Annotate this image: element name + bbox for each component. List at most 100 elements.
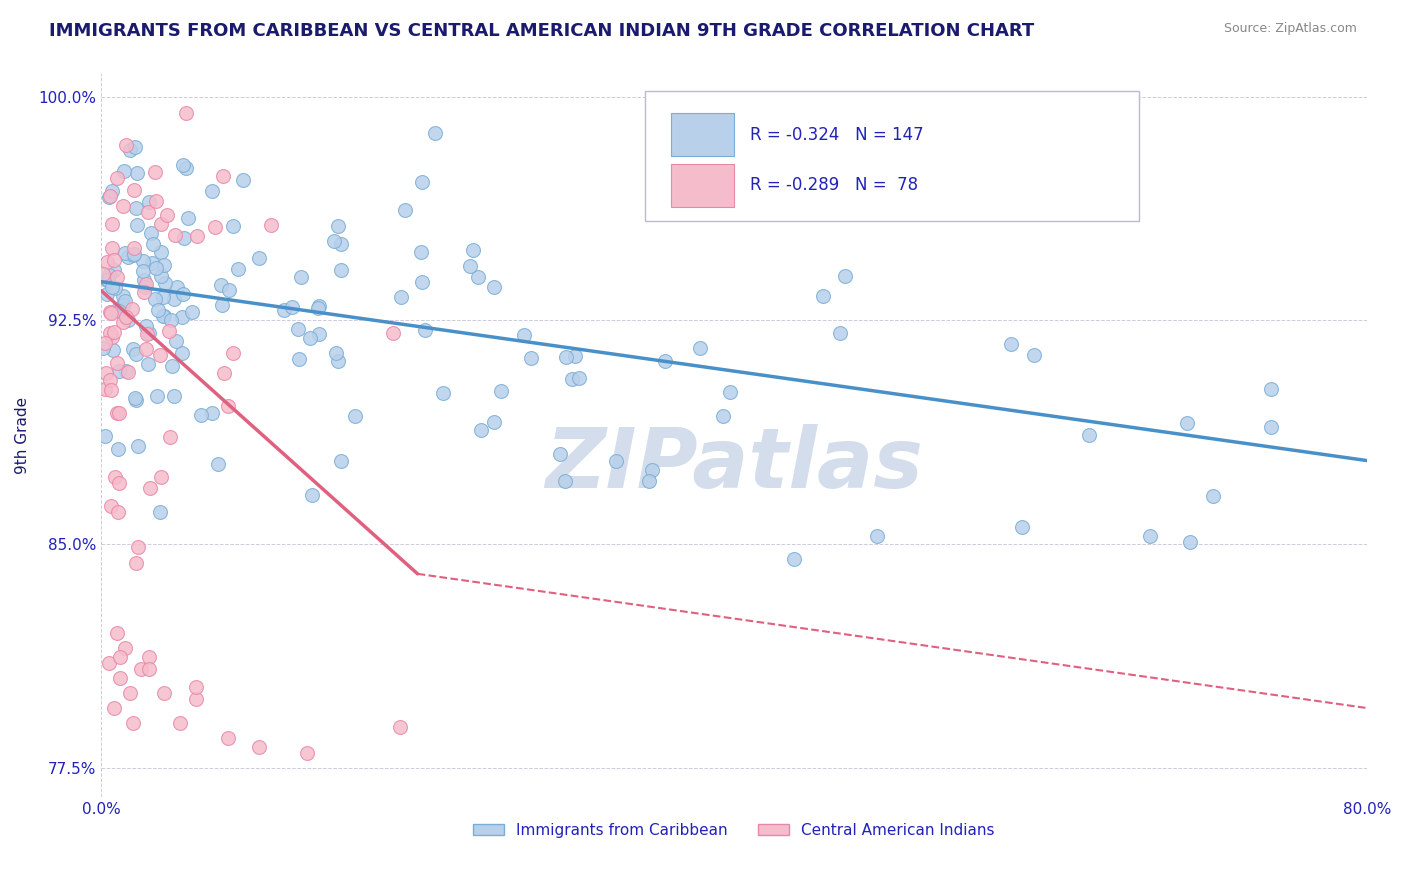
Point <box>1260 420 1282 434</box>
Point <box>163 389 186 403</box>
Point <box>232 173 254 187</box>
Point <box>125 347 148 361</box>
Point <box>136 357 159 371</box>
Point <box>181 305 204 319</box>
Point <box>135 342 157 356</box>
Point <box>153 686 176 700</box>
FancyBboxPatch shape <box>645 91 1139 221</box>
Point <box>114 641 136 656</box>
Point <box>101 217 124 231</box>
Point <box>132 264 155 278</box>
Point <box>156 208 179 222</box>
Point <box>654 354 676 368</box>
Point <box>322 234 344 248</box>
Point <box>330 263 353 277</box>
Point <box>548 447 571 461</box>
Point <box>170 345 193 359</box>
Point <box>105 626 128 640</box>
Text: IMMIGRANTS FROM CARIBBEAN VS CENTRAL AMERICAN INDIAN 9TH GRADE CORRELATION CHART: IMMIGRANTS FROM CARIBBEAN VS CENTRAL AME… <box>49 22 1035 40</box>
Point <box>101 280 124 294</box>
Point <box>513 327 536 342</box>
Point <box>641 463 664 477</box>
Point <box>139 481 162 495</box>
Point <box>122 183 145 197</box>
Point <box>260 218 283 232</box>
Point <box>218 283 240 297</box>
Point <box>105 171 128 186</box>
Point <box>131 253 153 268</box>
Point <box>115 310 138 324</box>
Point <box>117 250 139 264</box>
Point <box>122 248 145 262</box>
Point <box>118 686 141 700</box>
Point <box>288 352 311 367</box>
Point <box>186 228 208 243</box>
Legend: Immigrants from Caribbean, Central American Indians: Immigrants from Caribbean, Central Ameri… <box>467 817 1001 844</box>
Point <box>329 454 352 468</box>
Point <box>222 219 245 233</box>
Point <box>150 269 173 284</box>
Point <box>148 303 170 318</box>
Point <box>217 731 239 745</box>
Point <box>139 226 162 240</box>
Point <box>105 269 128 284</box>
Point <box>127 166 149 180</box>
Point <box>174 161 197 175</box>
Point <box>1000 337 1022 351</box>
Point <box>222 346 245 360</box>
Point <box>308 299 330 313</box>
Point <box>141 255 163 269</box>
Point <box>173 230 195 244</box>
Point <box>344 409 367 423</box>
Point <box>637 474 659 488</box>
Point <box>152 310 174 324</box>
Point <box>689 341 711 355</box>
Point <box>149 505 172 519</box>
Point <box>143 293 166 307</box>
Point <box>159 430 181 444</box>
Point <box>105 405 128 419</box>
Point <box>108 406 131 420</box>
Point <box>172 157 194 171</box>
Point <box>1180 534 1202 549</box>
Point <box>149 217 172 231</box>
Point <box>150 469 173 483</box>
Point <box>166 280 188 294</box>
Point <box>98 326 121 340</box>
Point <box>307 301 329 316</box>
Point <box>125 201 148 215</box>
Point <box>211 169 233 183</box>
Point <box>100 500 122 514</box>
Point <box>111 199 134 213</box>
Point <box>568 370 591 384</box>
Point <box>204 219 226 234</box>
Point <box>201 406 224 420</box>
FancyBboxPatch shape <box>671 163 734 207</box>
Point <box>107 505 129 519</box>
Point <box>94 366 117 380</box>
Point <box>149 348 172 362</box>
Point <box>330 237 353 252</box>
Point <box>177 211 200 226</box>
Point <box>184 680 207 694</box>
Point <box>461 243 484 257</box>
Point <box>114 246 136 260</box>
Point <box>91 268 114 282</box>
Point <box>138 662 160 676</box>
Point <box>165 334 187 348</box>
Point <box>411 245 433 260</box>
Point <box>108 475 131 490</box>
Point <box>1260 382 1282 396</box>
Point <box>382 326 405 340</box>
Point <box>98 373 121 387</box>
Point <box>94 429 117 443</box>
Point <box>107 442 129 456</box>
Point <box>103 252 125 267</box>
Point <box>100 184 122 198</box>
Point <box>118 144 141 158</box>
Text: Source: ZipAtlas.com: Source: ZipAtlas.com <box>1223 22 1357 36</box>
Point <box>112 298 135 312</box>
Point <box>328 354 350 368</box>
Point <box>211 298 233 312</box>
Point <box>134 280 156 294</box>
